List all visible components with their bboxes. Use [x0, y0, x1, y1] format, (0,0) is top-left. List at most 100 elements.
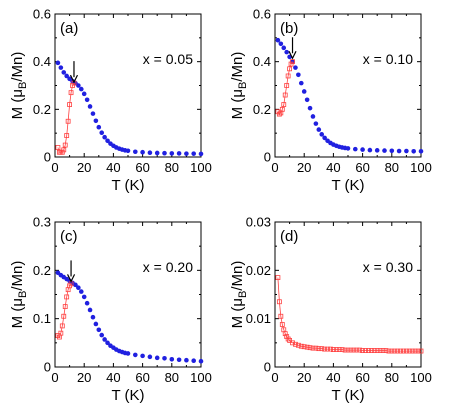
- x-tick-label: 80: [165, 370, 179, 385]
- panel-label: (d): [280, 228, 298, 245]
- data-point: [81, 294, 87, 300]
- data-point: [162, 356, 167, 361]
- data-point: [282, 92, 288, 98]
- x-tick-label: 0: [51, 370, 58, 385]
- data-point: [81, 91, 87, 97]
- y-tick-label: 0.2: [253, 102, 271, 117]
- data-point: [102, 337, 107, 342]
- data-point: [191, 151, 196, 156]
- data-point: [61, 70, 67, 75]
- data-point: [140, 149, 145, 155]
- y-axis-label: M (μB/Mn): [229, 261, 249, 329]
- x-tick-label: 40: [326, 370, 340, 385]
- y-axis-label-part: M (μ: [9, 89, 26, 119]
- chart-panel-1: 0 20 40 60 80 100 0 0.2 0.4 0.6 T (K) M (μB/Mn) (a) x…: [9, 7, 212, 195]
- data-point: [377, 348, 383, 353]
- data-point: [275, 275, 281, 280]
- series-1: [275, 275, 424, 354]
- data-point: [310, 345, 316, 351]
- series-1: [55, 60, 204, 157]
- data-point: [382, 148, 387, 153]
- data-point: [125, 148, 131, 154]
- data-point: [184, 151, 189, 156]
- data-point: [404, 148, 409, 154]
- y-tick-label: 0.4: [33, 54, 51, 69]
- data-point: [184, 357, 189, 363]
- data-point: [290, 340, 295, 346]
- data-point: [412, 348, 418, 354]
- data-point: [406, 348, 412, 354]
- data-point: [276, 299, 282, 305]
- data-point: [395, 348, 401, 354]
- data-point: [55, 333, 61, 338]
- series-1: [55, 270, 204, 364]
- data-point: [325, 346, 330, 352]
- data-point: [279, 106, 285, 112]
- chart-panel-3: 0 20 40 60 80 100 0 0.1 0.2 0.3 T (K) M (μB/Mn) (c) x…: [9, 215, 212, 405]
- data-point: [304, 97, 310, 103]
- x-tick-label: 0: [51, 160, 58, 175]
- x-tick-label: 20: [77, 160, 91, 175]
- x-tick-label: 80: [385, 370, 399, 385]
- series-line: [57, 82, 75, 153]
- data-point: [287, 66, 293, 72]
- data-point: [357, 347, 363, 353]
- data-point: [105, 138, 110, 144]
- y-tick-label: 0.6: [253, 7, 271, 22]
- data-point: [367, 147, 373, 153]
- x-tick-label: 0: [271, 370, 278, 385]
- data-point: [298, 80, 304, 86]
- data-point: [313, 121, 319, 126]
- y-axis-label-part: M (μ: [9, 298, 26, 328]
- x-tick-label: 20: [77, 370, 91, 385]
- data-point: [102, 134, 107, 140]
- data-point: [59, 323, 65, 329]
- arrow-head: [288, 51, 297, 60]
- data-point: [278, 313, 284, 319]
- data-point: [328, 346, 333, 352]
- data-point: [65, 118, 71, 124]
- x-tick-label: 80: [385, 160, 399, 175]
- arrow-head: [69, 74, 79, 84]
- composition-label: x = 0.30: [363, 259, 413, 275]
- data-point: [383, 348, 389, 353]
- data-point: [304, 344, 310, 350]
- data-point: [360, 348, 366, 353]
- data-point: [76, 83, 81, 88]
- data-point: [96, 124, 102, 130]
- data-point: [339, 347, 345, 353]
- panel-label: (b): [280, 20, 298, 37]
- x-tick-label: 80: [165, 160, 179, 175]
- data-point: [125, 351, 131, 356]
- data-point: [133, 352, 138, 358]
- data-point: [99, 332, 105, 338]
- data-point: [87, 307, 93, 313]
- data-point: [62, 142, 68, 148]
- y-tick-label: 0.2: [33, 263, 51, 278]
- data-point: [411, 148, 417, 154]
- series-2: [55, 80, 77, 155]
- y-tick-label: 0.2: [33, 102, 51, 117]
- data-point: [55, 60, 61, 66]
- data-point: [90, 314, 96, 320]
- data-point: [176, 357, 182, 363]
- data-point: [133, 149, 138, 155]
- y-axis-label-part: /Mn): [229, 261, 246, 291]
- data-point: [345, 347, 351, 353]
- data-point: [333, 347, 339, 353]
- x-tick-label: 40: [106, 370, 120, 385]
- data-point: [319, 346, 325, 352]
- data-point: [290, 59, 295, 65]
- x-tick-label: 100: [190, 370, 212, 385]
- data-point: [285, 73, 291, 79]
- data-point: [392, 348, 398, 354]
- data-point: [64, 133, 70, 138]
- data-point: [276, 111, 282, 117]
- data-point: [322, 346, 328, 352]
- data-point: [386, 348, 392, 354]
- y-tick-label: 0.02: [246, 263, 271, 278]
- x-tick-label: 60: [355, 370, 369, 385]
- y-axis-label-part: /Mn): [9, 52, 26, 82]
- data-point: [154, 150, 160, 156]
- y-tick-label: 0.4: [253, 54, 271, 69]
